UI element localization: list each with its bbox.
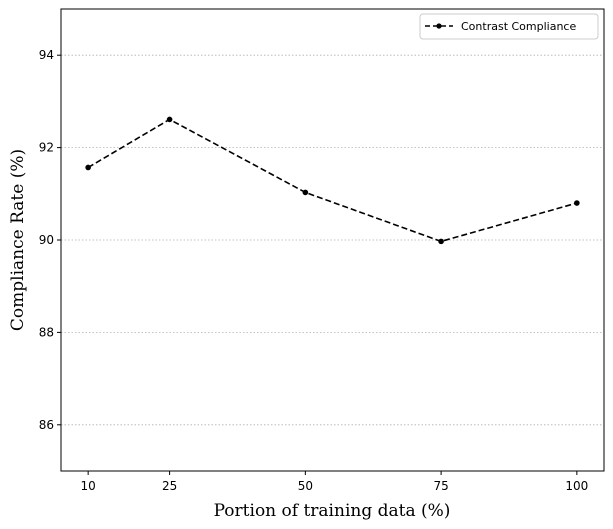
- legend-box: [419, 13, 599, 40]
- axis-ticks: 86 88 90 92 94 10 25 50 75 100: [39, 48, 589, 493]
- y-tick-label: 90: [39, 233, 54, 247]
- data-point: [574, 200, 580, 206]
- x-tick-label: 50: [298, 479, 313, 493]
- x-tick-label: 10: [81, 479, 96, 493]
- x-tick-label: 75: [433, 479, 448, 493]
- y-tick-label: 86: [39, 418, 54, 432]
- x-tick-label: 25: [162, 479, 177, 493]
- series-layer: [85, 116, 580, 245]
- y-tick-label: 92: [39, 141, 54, 155]
- legend-marker: [436, 23, 442, 29]
- legend: Contrast Compliance: [419, 13, 599, 40]
- y-tick-label: 88: [39, 325, 54, 339]
- y-axis-title: Compliance Rate (%): [8, 149, 28, 331]
- x-tick-label: 100: [565, 479, 588, 493]
- data-point: [302, 189, 309, 196]
- x-axis-title: Portion of training data (%): [214, 501, 451, 521]
- grid-lines: [61, 54, 604, 426]
- legend-label: Contrast Compliance: [461, 20, 576, 33]
- y-tick-label: 94: [39, 48, 54, 62]
- data-point: [438, 238, 444, 245]
- data-point: [166, 116, 173, 123]
- data-point: [85, 164, 91, 171]
